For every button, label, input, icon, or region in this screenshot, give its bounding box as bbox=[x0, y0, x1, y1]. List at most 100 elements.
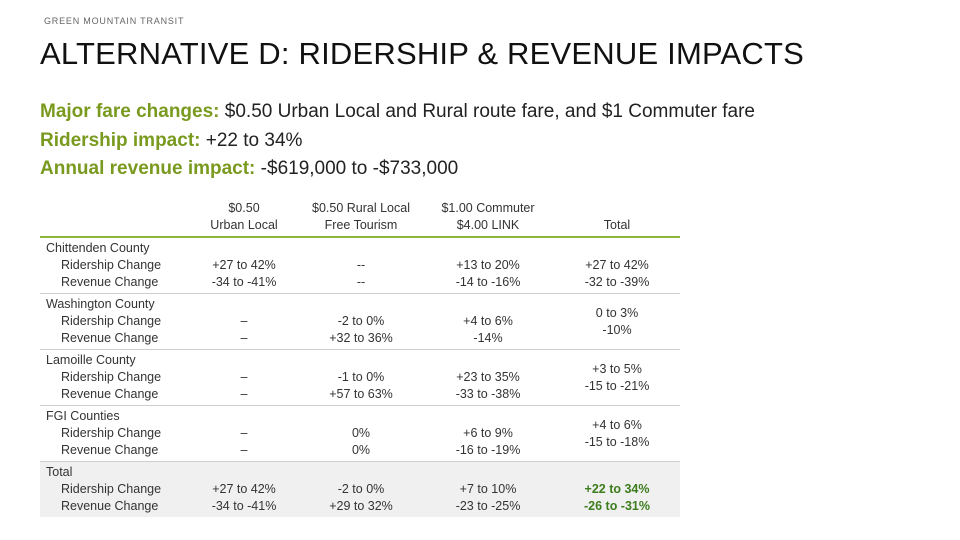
table-cell: -- -- bbox=[300, 237, 422, 294]
impacts-table: $0.50 Urban Local $0.50 Rural Local Free… bbox=[40, 196, 680, 517]
cell-value: – bbox=[240, 443, 248, 457]
cell-value: -34 to -41% bbox=[211, 499, 277, 513]
header-urban-local: $0.50 Urban Local bbox=[188, 196, 300, 238]
header-rural-local: $0.50 Rural Local Free Tourism bbox=[300, 196, 422, 238]
cell-value: -- bbox=[356, 258, 366, 272]
header-line: $1.00 Commuter bbox=[441, 201, 535, 215]
table-cell: +23 to 35% -33 to -38% bbox=[422, 349, 554, 406]
row-label: Chittenden County Ridership Change Reven… bbox=[40, 237, 188, 294]
table-cell: +6 to 9% -16 to -19% bbox=[422, 405, 554, 462]
table-cell: 0% 0% bbox=[300, 405, 422, 462]
row-label: FGI Counties Ridership Change Revenue Ch… bbox=[40, 405, 188, 462]
cell-value: 0% bbox=[351, 426, 371, 440]
table-cell: +4 to 6% -14% bbox=[422, 293, 554, 350]
cell-value: -16 to -19% bbox=[455, 443, 521, 457]
cell-value: +13 to 20% bbox=[456, 258, 520, 272]
table-cell: +13 to 20% -14 to -16% bbox=[422, 237, 554, 294]
cell-value: +22 to 34% bbox=[584, 482, 650, 496]
region-name: Chittenden County bbox=[46, 241, 150, 255]
header-line: $4.00 LINK bbox=[456, 218, 520, 232]
header-line: $0.50 bbox=[228, 201, 260, 215]
page-title: ALTERNATIVE D: RIDERSHIP & REVENUE IMPAC… bbox=[40, 36, 805, 71]
table-cell: -1 to 0% +57 to 63% bbox=[300, 349, 422, 406]
cell-value: +7 to 10% bbox=[459, 482, 517, 496]
table-cell: +7 to 10% -23 to -25% bbox=[422, 461, 554, 517]
table-cell: – – bbox=[188, 405, 300, 462]
cell-value: -34 to -41% bbox=[211, 275, 277, 289]
ridership-impact-line: Ridership impact: +22 to 34% bbox=[40, 127, 755, 156]
cell-value: – bbox=[240, 314, 248, 328]
cell-value: +4 to 6% bbox=[592, 417, 642, 432]
header-total: Total bbox=[554, 196, 680, 238]
revenue-change-label: Revenue Change bbox=[61, 499, 159, 513]
cell-value: 0 to 3% bbox=[595, 305, 639, 320]
revenue-change-label: Revenue Change bbox=[61, 443, 159, 457]
ridership-change-label: Ridership Change bbox=[61, 426, 162, 440]
table-cell: +27 to 42% -34 to -41% bbox=[188, 237, 300, 294]
cell-value: -14% bbox=[473, 331, 503, 345]
table-cell: +27 to 42% -34 to -41% bbox=[188, 461, 300, 517]
region-name: Lamoille County bbox=[46, 353, 136, 367]
fare-change-value: $0.50 Urban Local and Rural route fare, … bbox=[224, 101, 755, 122]
table-cell: -2 to 0% +29 to 32% bbox=[300, 461, 422, 517]
row-label: Washington County Ridership Change Reven… bbox=[40, 293, 188, 350]
table-row: FGI Counties Ridership Change Revenue Ch… bbox=[40, 405, 680, 462]
cell-value: – bbox=[240, 387, 248, 401]
ridership-change-label: Ridership Change bbox=[61, 314, 162, 328]
cell-value: -14 to -16% bbox=[455, 275, 521, 289]
cell-value: +27 to 42% bbox=[212, 482, 276, 496]
cell-value: -33 to -38% bbox=[455, 387, 521, 401]
ridership-change-label: Ridership Change bbox=[61, 482, 162, 496]
ridership-impact-label: Ridership impact: bbox=[40, 129, 201, 151]
revenue-impact-value: -$619,000 to -$733,000 bbox=[260, 158, 459, 179]
header-empty bbox=[40, 196, 188, 238]
cell-value: -1 to 0% bbox=[337, 370, 385, 384]
header-line: Urban Local bbox=[210, 218, 278, 232]
header-line: $0.50 Rural Local bbox=[312, 201, 410, 215]
table-cell: +27 to 42% -32 to -39% bbox=[554, 237, 680, 294]
table-row: Washington County Ridership Change Reven… bbox=[40, 293, 680, 350]
table-cell: +3 to 5% -15 to -21% bbox=[554, 349, 680, 406]
cell-value: +3 to 5% bbox=[592, 361, 642, 376]
revenue-change-label: Revenue Change bbox=[61, 331, 159, 345]
row-label: Total Ridership Change Revenue Change bbox=[40, 461, 188, 517]
cell-value: -15 to -18% bbox=[584, 434, 650, 449]
brand-label: GREEN MOUNTAIN TRANSIT bbox=[44, 16, 185, 26]
region-name: FGI Counties bbox=[46, 409, 120, 423]
cell-value: -2 to 0% bbox=[337, 482, 385, 496]
cell-value: +29 to 32% bbox=[329, 499, 393, 513]
cell-value: -15 to -21% bbox=[584, 378, 650, 393]
ridership-change-label: Ridership Change bbox=[61, 258, 162, 272]
revenue-impact-label: Annual revenue impact: bbox=[40, 158, 256, 179]
cell-value: +32 to 36% bbox=[329, 331, 393, 345]
grand-total-cell: +22 to 34% -26 to -31% bbox=[554, 461, 680, 517]
header-line: Free Tourism bbox=[324, 218, 398, 232]
cell-value: +27 to 42% bbox=[212, 258, 276, 272]
ridership-change-label: Ridership Change bbox=[61, 370, 162, 384]
table-row: Lamoille County Ridership Change Revenue… bbox=[40, 349, 680, 406]
cell-value: +57 to 63% bbox=[329, 387, 393, 401]
cell-value: -- bbox=[356, 275, 366, 289]
region-name: Total bbox=[46, 465, 73, 479]
table-cell: +4 to 6% -15 to -18% bbox=[554, 405, 680, 462]
cell-value: – bbox=[240, 426, 248, 440]
header-line: Total bbox=[603, 218, 631, 232]
cell-value: – bbox=[240, 370, 248, 384]
cell-value: -23 to -25% bbox=[455, 499, 521, 513]
table-row: Chittenden County Ridership Change Reven… bbox=[40, 237, 680, 294]
revenue-change-label: Revenue Change bbox=[61, 275, 159, 289]
table-cell: -2 to 0% +32 to 36% bbox=[300, 293, 422, 350]
summary-block: Major fare changes: $0.50 Urban Local an… bbox=[40, 98, 755, 184]
fare-change-line: Major fare changes: $0.50 Urban Local an… bbox=[40, 98, 755, 127]
cell-value: -10% bbox=[602, 322, 632, 337]
row-label: Lamoille County Ridership Change Revenue… bbox=[40, 349, 188, 406]
region-name: Washington County bbox=[46, 297, 155, 311]
cell-value: +27 to 42% bbox=[585, 258, 649, 272]
table-header-row: $0.50 Urban Local $0.50 Rural Local Free… bbox=[40, 196, 680, 238]
fare-change-label: Major fare changes: bbox=[40, 101, 220, 122]
cell-value: – bbox=[240, 331, 248, 345]
cell-value: +23 to 35% bbox=[456, 370, 520, 384]
cell-value: -32 to -39% bbox=[584, 275, 650, 289]
header-commuter: $1.00 Commuter $4.00 LINK bbox=[422, 196, 554, 238]
cell-value: +6 to 9% bbox=[463, 426, 513, 440]
